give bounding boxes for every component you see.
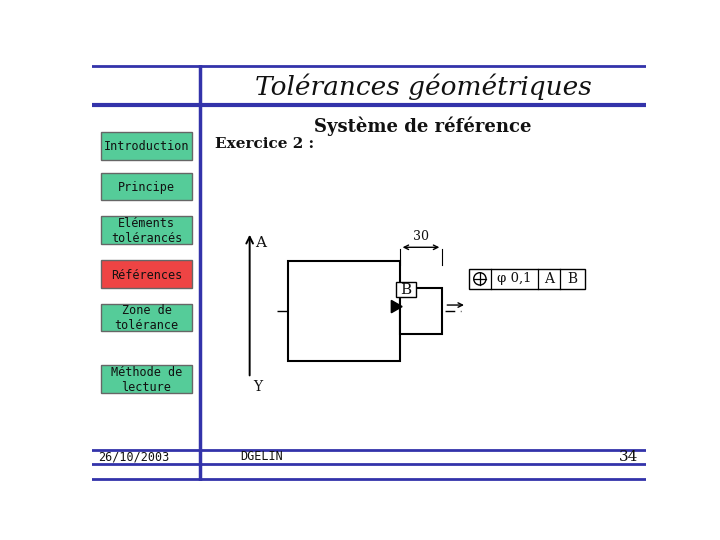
Text: A: A	[255, 236, 266, 249]
Text: B: B	[567, 272, 577, 286]
Text: Exercice 2 :: Exercice 2 :	[215, 137, 314, 151]
Text: Méthode de
lecture: Méthode de lecture	[111, 366, 182, 394]
Text: DGELIN: DGELIN	[240, 450, 282, 463]
Text: 34: 34	[618, 450, 638, 464]
Bar	[400, 288, 442, 334]
Polygon shape	[392, 300, 402, 313]
Bar	[469, 269, 585, 289]
Text: 30: 30	[413, 230, 429, 242]
Bar	[288, 261, 400, 361]
Bar	[101, 217, 192, 244]
Bar	[101, 365, 192, 393]
Text: Introduction: Introduction	[104, 140, 189, 153]
Text: Système de référence: Système de référence	[314, 117, 531, 136]
Bar	[101, 260, 192, 288]
Bar	[101, 132, 192, 159]
Text: Y: Y	[253, 380, 263, 394]
Text: Eléments
tolérancés: Eléments tolérancés	[111, 217, 182, 245]
Text: Principe: Principe	[118, 181, 175, 194]
Bar	[101, 173, 192, 200]
Text: A: A	[544, 272, 554, 286]
Bar	[396, 282, 416, 298]
Text: B: B	[400, 282, 412, 296]
Text: 26/10/2003: 26/10/2003	[99, 450, 170, 463]
Bar	[101, 303, 192, 331]
Text: φ 0,1: φ 0,1	[498, 272, 532, 285]
Text: Tolérances géométriques: Tolérances géométriques	[255, 73, 591, 99]
Text: Références: Références	[111, 268, 182, 281]
Text: Zone de
tolérance: Zone de tolérance	[114, 304, 179, 332]
